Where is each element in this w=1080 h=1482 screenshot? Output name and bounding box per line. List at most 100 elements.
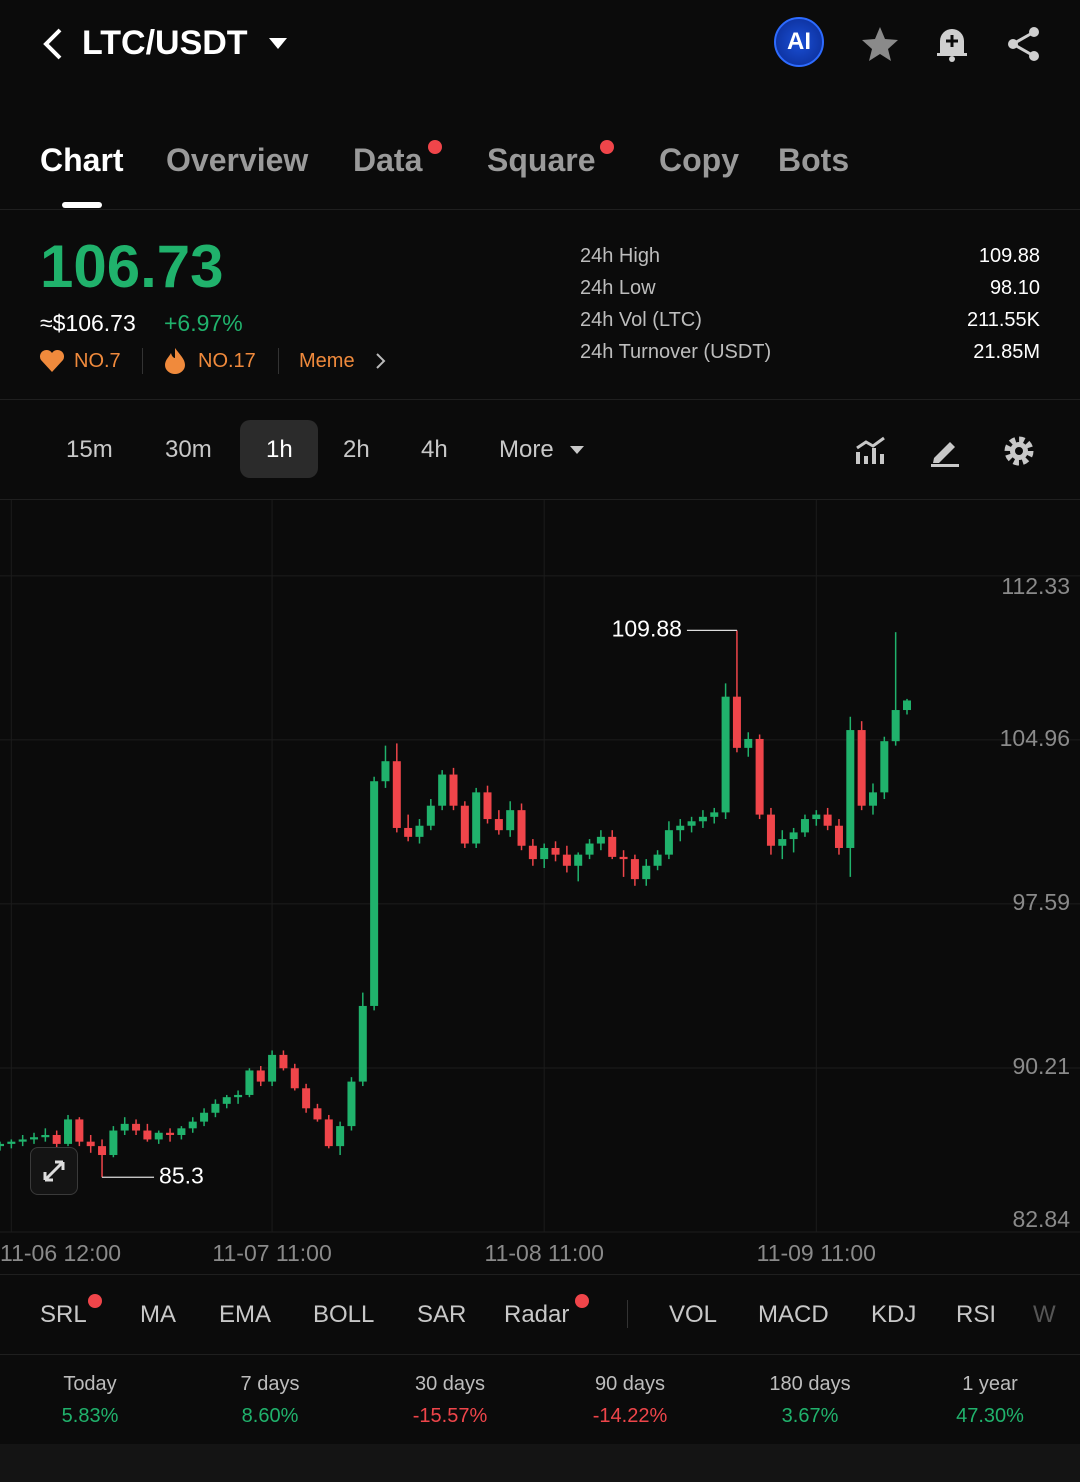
tab[interactable]: Copy bbox=[659, 142, 739, 178]
candle-body bbox=[336, 1126, 345, 1147]
candle-body bbox=[222, 1097, 231, 1104]
indicator[interactable]: BOLL bbox=[313, 1301, 375, 1328]
candle-body bbox=[506, 810, 515, 831]
x-tick-label: 11-06 12:00 bbox=[0, 1240, 121, 1266]
stat-label: 24h Turnover (USDT) bbox=[580, 341, 772, 363]
notification-dot bbox=[428, 140, 442, 154]
tab[interactable]: Square bbox=[487, 142, 596, 178]
candle-body bbox=[256, 1070, 265, 1082]
y-tick-label: 112.33 bbox=[1001, 573, 1070, 599]
divider bbox=[0, 399, 1080, 400]
tab[interactable]: Bots bbox=[778, 142, 850, 178]
price-change: +6.97% bbox=[164, 310, 243, 336]
tab[interactable]: Data bbox=[353, 142, 423, 178]
timeframe[interactable]: 15m bbox=[66, 436, 113, 463]
candle-body bbox=[755, 738, 764, 815]
candle-body bbox=[903, 700, 911, 711]
candle-body bbox=[732, 696, 741, 748]
stat-value: 98.10 bbox=[989, 277, 1040, 299]
divider bbox=[0, 1274, 1080, 1275]
chevron-icon[interactable] bbox=[374, 352, 388, 370]
candle-body bbox=[415, 825, 424, 837]
low-label: 85.3 bbox=[159, 1162, 204, 1188]
candle-body bbox=[812, 814, 821, 820]
pair-title[interactable]: LTC/USDT bbox=[82, 24, 248, 62]
candle-body bbox=[868, 792, 877, 806]
tab[interactable]: Chart bbox=[40, 142, 124, 178]
candle-body bbox=[370, 781, 379, 1006]
share-icon[interactable] bbox=[1004, 24, 1044, 64]
candle-body bbox=[449, 774, 458, 806]
indicator-icon[interactable] bbox=[854, 434, 888, 468]
candle-body bbox=[166, 1132, 175, 1135]
indicator[interactable]: RSI bbox=[956, 1301, 997, 1328]
dropdown-icon[interactable] bbox=[268, 36, 288, 52]
candle-body bbox=[494, 819, 503, 831]
timeframe[interactable]: 4h bbox=[421, 436, 448, 463]
separator bbox=[278, 348, 279, 374]
stat-label: 24h Low bbox=[580, 277, 656, 299]
candle-body bbox=[52, 1134, 61, 1144]
candle-body bbox=[744, 738, 753, 748]
candle-body bbox=[188, 1121, 197, 1129]
indicator[interactable]: SAR bbox=[417, 1301, 467, 1328]
rank-badge[interactable]: NO.7 bbox=[74, 350, 121, 372]
category-badge[interactable]: Meme bbox=[299, 350, 355, 372]
timeframe[interactable]: More bbox=[499, 436, 554, 463]
indicator[interactable]: KDJ bbox=[871, 1301, 917, 1328]
candle-body bbox=[562, 854, 571, 866]
candle-body bbox=[574, 854, 583, 866]
stat-label: 24h High bbox=[580, 245, 661, 267]
stat-value: 211.55K bbox=[966, 309, 1040, 331]
hot-badge[interactable]: NO.17 bbox=[198, 350, 256, 372]
indicator[interactable]: EMA bbox=[219, 1301, 272, 1328]
indicator[interactable]: MACD bbox=[758, 1301, 829, 1328]
candlestick-chart: 82.84 90.21 97.59 104.96 112.33 11-06 12:00 11… bbox=[0, 500, 1080, 1266]
candle-body bbox=[211, 1103, 220, 1113]
candle-body bbox=[404, 827, 413, 837]
candle-body bbox=[687, 821, 696, 826]
candle-body bbox=[846, 730, 855, 848]
candle-body bbox=[120, 1123, 129, 1131]
period: 180 days bbox=[769, 1373, 851, 1395]
indicator[interactable]: VOL bbox=[669, 1301, 718, 1328]
indicator[interactable]: MA bbox=[140, 1301, 176, 1328]
period: 1 year bbox=[962, 1373, 1018, 1395]
candle-body bbox=[290, 1068, 299, 1089]
last-price: 106.73 bbox=[40, 233, 224, 300]
separator bbox=[142, 348, 143, 374]
tab-indicator bbox=[62, 202, 102, 208]
divider bbox=[0, 499, 1080, 500]
candle-body bbox=[7, 1141, 16, 1144]
notification-dot bbox=[575, 1294, 589, 1308]
dropdown-icon[interactable] bbox=[568, 444, 586, 456]
tab[interactable]: Overview bbox=[166, 142, 309, 178]
timeframe[interactable]: 1h bbox=[266, 436, 293, 463]
indicator[interactable]: Radar bbox=[504, 1301, 570, 1328]
notification-dot bbox=[600, 140, 614, 154]
stat-value: 109.88 bbox=[978, 245, 1040, 267]
timeframe[interactable]: 2h bbox=[343, 436, 370, 463]
alert-icon[interactable] bbox=[932, 24, 972, 64]
y-tick-label: 82.84 bbox=[1012, 1206, 1070, 1232]
timeframe[interactable]: 30m bbox=[165, 436, 212, 463]
back-icon[interactable] bbox=[38, 26, 68, 62]
favorite-icon[interactable] bbox=[860, 24, 900, 64]
candle-body bbox=[596, 836, 605, 844]
draw-icon[interactable] bbox=[928, 434, 962, 468]
indicator[interactable]: W bbox=[1033, 1301, 1056, 1328]
change: -14.22% bbox=[592, 1405, 668, 1427]
candle-body bbox=[800, 819, 809, 833]
indicator[interactable]: SRL bbox=[40, 1301, 87, 1328]
settings-icon[interactable] bbox=[1002, 434, 1036, 468]
candle-body bbox=[642, 865, 651, 880]
y-tick-label: 97.59 bbox=[1012, 889, 1070, 915]
candle-body bbox=[132, 1123, 141, 1131]
candle-body bbox=[608, 836, 617, 857]
ai-button[interactable]: AI bbox=[774, 17, 824, 67]
fullscreen-button[interactable] bbox=[30, 1147, 78, 1195]
candle-body bbox=[0, 1143, 4, 1147]
change: -15.57% bbox=[412, 1405, 488, 1427]
candle-body bbox=[653, 854, 662, 866]
candle-body bbox=[41, 1134, 50, 1138]
